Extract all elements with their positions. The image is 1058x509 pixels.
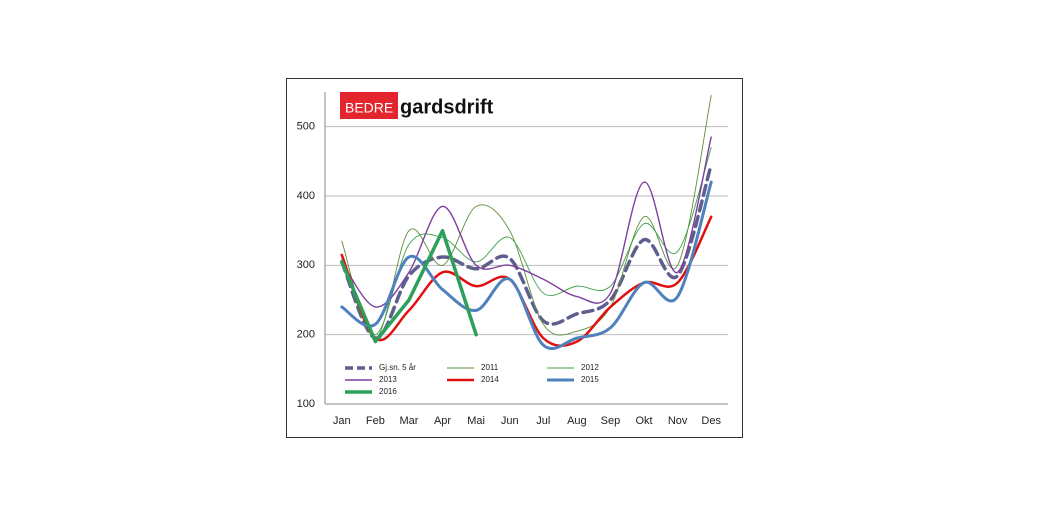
legend-label: 2013 (379, 375, 397, 384)
x-tick-label: Jun (501, 415, 519, 427)
x-tick-label: Nov (668, 415, 688, 427)
series-line (341, 136, 712, 308)
y-tick-label: 300 (297, 259, 315, 271)
x-tick-label: Aug (567, 415, 587, 427)
x-tick-label: Okt (635, 415, 652, 427)
legend-label: 2015 (581, 375, 599, 384)
x-tick-label: Apr (434, 415, 451, 427)
legend-label: Gj.sn. 5 år (379, 363, 416, 372)
series-line (341, 95, 712, 339)
x-tick-label: Des (701, 415, 721, 427)
legend-label: 2014 (481, 375, 499, 384)
logo-right: gardsdrift (400, 96, 494, 118)
y-tick-label: 400 (297, 190, 315, 202)
series-line (340, 180, 713, 351)
legend-label: 2011 (481, 363, 499, 372)
legend-label: 2012 (581, 363, 599, 372)
x-tick-label: Feb (366, 415, 385, 427)
x-tick-label: Jul (536, 415, 550, 427)
y-tick-label: 500 (297, 121, 315, 133)
y-tick-label: 200 (297, 329, 315, 341)
logo-left: BEDRE (345, 100, 393, 116)
x-tick-label: Mai (467, 415, 485, 427)
x-tick-label: Jan (333, 415, 351, 427)
chart-frame (286, 78, 743, 438)
logo-box (340, 92, 398, 119)
series-line (340, 163, 713, 340)
y-tick-label: 100 (297, 398, 315, 410)
legend-label: 2016 (379, 387, 397, 396)
x-tick-label: Mar (399, 415, 418, 427)
x-tick-label: Sep (601, 415, 621, 427)
series-line (340, 228, 478, 344)
